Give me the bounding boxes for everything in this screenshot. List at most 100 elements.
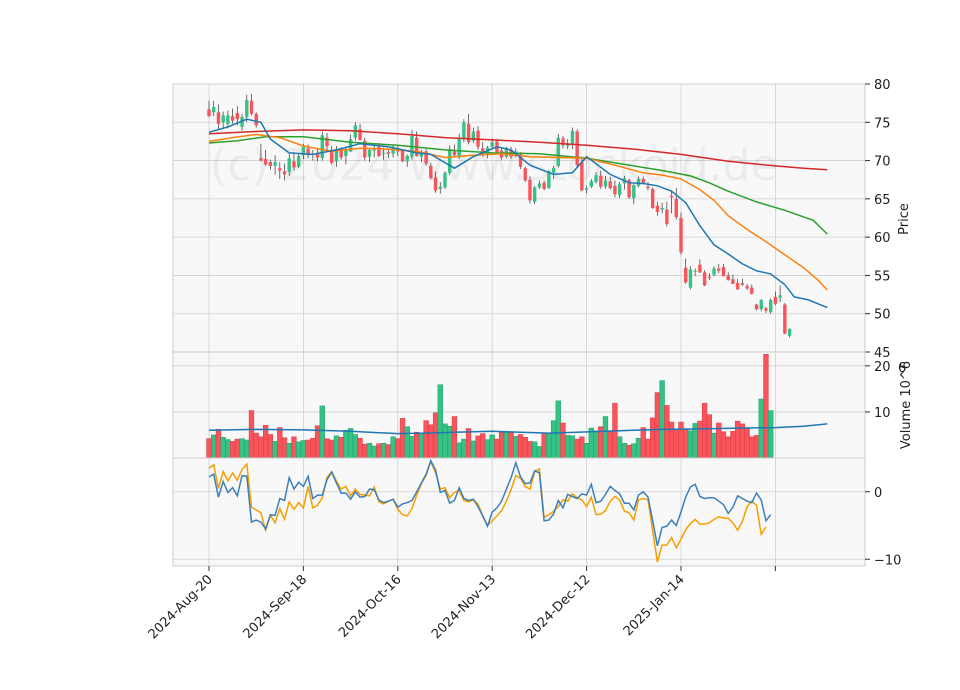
volume-bar	[664, 405, 670, 459]
candle-body	[334, 149, 339, 162]
volume-bar	[234, 438, 240, 459]
volume-bar	[390, 436, 396, 459]
candle-body	[278, 168, 282, 171]
volume-bar	[409, 436, 415, 459]
y-tick-label: −10	[874, 553, 901, 568]
volume-bar	[423, 420, 429, 459]
volume-bar	[697, 420, 703, 459]
volume-bar	[635, 437, 642, 459]
volume-bar	[565, 435, 571, 459]
candle-body	[764, 308, 768, 311]
volume-bar	[527, 441, 533, 459]
candle-body	[471, 131, 476, 141]
volume-bar	[494, 438, 500, 459]
volume-bar	[517, 434, 524, 459]
volume-bar	[465, 428, 472, 459]
candle-body	[726, 275, 730, 281]
volume-bar	[503, 431, 510, 459]
volume-bar	[522, 437, 528, 459]
volume-bar	[720, 431, 727, 459]
volume-bar	[447, 425, 453, 459]
candle-body	[721, 267, 726, 277]
candle-body	[759, 299, 763, 310]
volume-bar	[272, 441, 278, 459]
candle-body	[698, 264, 702, 273]
volume-bar	[532, 441, 538, 459]
volume-bar	[329, 439, 335, 459]
volume-bar	[555, 400, 561, 459]
candle-body	[381, 152, 386, 154]
price-moving-averages	[208, 118, 828, 309]
volume-bars	[206, 354, 774, 459]
volume-bar	[352, 434, 358, 459]
candle-body	[655, 205, 660, 212]
volume-bar	[291, 436, 297, 459]
volume-bar	[347, 428, 354, 459]
candle-body	[377, 146, 381, 156]
candle-body	[216, 112, 221, 124]
candle-body	[608, 181, 612, 189]
candle-body	[783, 304, 787, 334]
volume-bar	[399, 418, 406, 459]
candle-body	[551, 168, 556, 173]
candle-body	[665, 209, 669, 225]
candle-body	[778, 295, 782, 298]
candle-body	[462, 122, 466, 140]
candle-body	[740, 283, 745, 285]
volume-bar	[442, 423, 448, 459]
ma-long-2-line	[208, 129, 828, 171]
volume-bar	[277, 427, 283, 459]
volume-bar	[654, 392, 661, 459]
candle-body	[391, 146, 395, 154]
candle-body	[584, 188, 589, 190]
candle-body	[424, 151, 428, 164]
ma-short-line	[208, 118, 828, 309]
volume-bar	[768, 410, 774, 459]
candle-body	[230, 116, 235, 121]
oscillator-lines	[208, 458, 772, 563]
candle-body	[547, 171, 551, 189]
candle-body	[542, 182, 546, 189]
candle-body	[263, 159, 268, 165]
candle-body	[400, 150, 405, 162]
candle-body	[561, 138, 565, 146]
volume-bar	[324, 438, 330, 459]
candle-body	[438, 186, 442, 189]
candle-body	[646, 186, 650, 189]
candle-body	[226, 115, 230, 124]
candle-body	[287, 158, 291, 173]
volume-bar	[668, 421, 675, 459]
candle-body	[443, 172, 447, 188]
volume-bar	[579, 436, 585, 459]
y-tick-label: 20	[874, 360, 891, 375]
volume-bar	[753, 435, 760, 459]
candle-body	[372, 149, 376, 151]
volume-bar	[281, 437, 288, 459]
candle-body	[688, 269, 693, 288]
candle-body	[386, 152, 391, 154]
candle-body	[745, 286, 749, 289]
volume-bar	[211, 434, 217, 459]
volume-bar	[498, 431, 505, 459]
candle-body	[613, 185, 617, 195]
candle-body	[292, 161, 296, 168]
price-axis-label: Price	[897, 203, 912, 235]
candle-body	[566, 144, 570, 147]
candle-body	[296, 155, 301, 167]
volume-bar	[385, 444, 392, 459]
candle-body	[684, 267, 688, 283]
candle-body	[707, 276, 712, 278]
candle-body	[768, 299, 773, 313]
volume-bar	[404, 426, 410, 459]
candle-body	[717, 268, 721, 271]
candle-body	[641, 178, 645, 183]
volume-bar	[574, 438, 580, 459]
candle-body	[448, 149, 452, 173]
volume-bar	[739, 423, 746, 459]
candle-body	[367, 149, 372, 157]
volume-bar	[711, 432, 717, 459]
candle-body	[429, 165, 433, 179]
volume-bar	[673, 430, 679, 459]
candle-body	[235, 113, 240, 120]
volume-bar	[650, 417, 656, 459]
